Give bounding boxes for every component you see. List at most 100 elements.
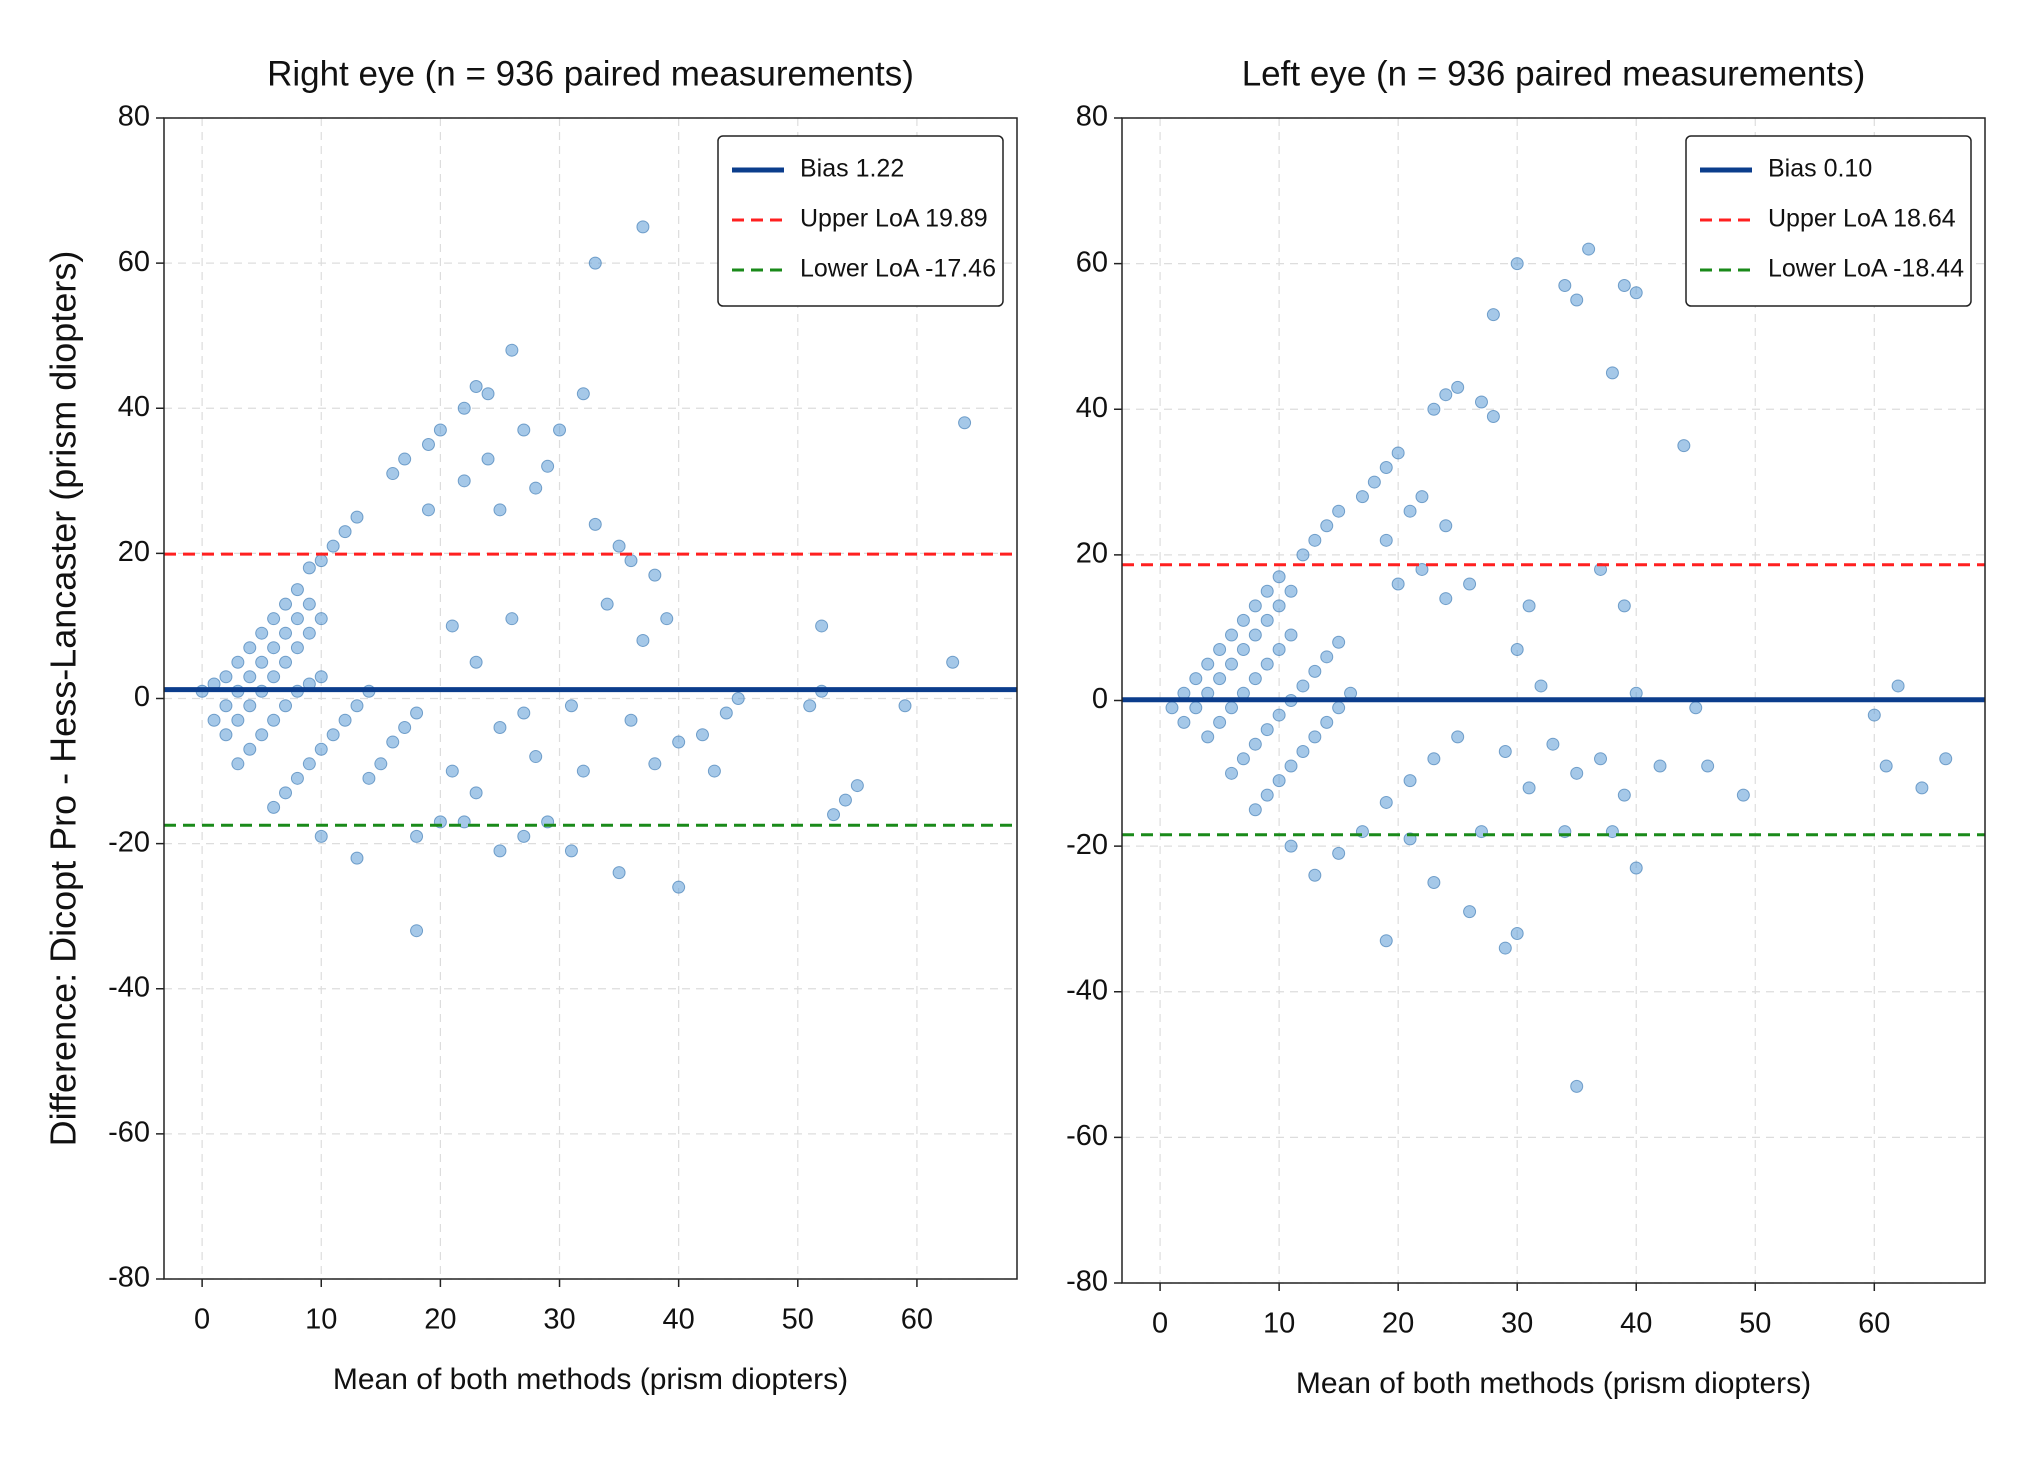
point	[517, 829, 531, 843]
point	[1272, 708, 1286, 722]
legend-box	[717, 135, 1004, 307]
point	[445, 619, 459, 633]
point	[1677, 439, 1691, 453]
point	[1332, 701, 1346, 715]
point	[1486, 308, 1500, 322]
point	[1463, 905, 1477, 919]
point	[314, 829, 328, 843]
point	[350, 851, 364, 865]
y-tick-label: 0	[1092, 683, 1108, 715]
point	[576, 387, 590, 401]
point	[1510, 257, 1524, 271]
point	[481, 387, 495, 401]
point	[231, 655, 245, 669]
point	[1284, 839, 1298, 853]
point	[1260, 788, 1274, 802]
x-tick-label: 10	[1263, 1308, 1295, 1340]
point	[1236, 643, 1250, 657]
point	[493, 844, 507, 858]
y-tick-label: 60	[1076, 246, 1108, 278]
point	[1308, 730, 1322, 744]
point	[350, 699, 364, 713]
point	[255, 728, 269, 742]
point	[1308, 868, 1322, 882]
point	[219, 728, 233, 742]
point	[302, 626, 316, 640]
panel: 0 10 20 30 40 50 60 -80 -60 -40 -20 0 20 40 60 80 Right …	[43, 54, 1018, 1396]
point	[1248, 599, 1262, 613]
point	[1736, 788, 1750, 802]
point	[1260, 584, 1274, 598]
point	[267, 670, 281, 684]
point	[505, 612, 519, 626]
panel: 0 10 20 30 40 50 60 -80 -60 -40 -20 0 20 40 60 80 Left e…	[1066, 54, 1986, 1400]
point	[1379, 795, 1393, 809]
point	[1415, 562, 1429, 576]
point	[660, 612, 674, 626]
point	[314, 670, 328, 684]
point	[1391, 446, 1405, 460]
point	[1308, 533, 1322, 547]
point	[243, 742, 257, 756]
legend: Bias 1.22 Upper LoA 19.89 Lower LoA -17.46	[717, 135, 1004, 307]
point	[612, 866, 626, 880]
point	[588, 256, 602, 270]
point	[267, 800, 281, 814]
point	[1284, 759, 1298, 773]
point	[243, 641, 257, 655]
point	[255, 655, 269, 669]
point	[600, 597, 614, 611]
y-tick-label: -80	[108, 1262, 150, 1294]
point	[457, 474, 471, 488]
point	[1510, 643, 1524, 657]
point	[326, 539, 340, 553]
point	[481, 452, 495, 466]
point	[1617, 788, 1631, 802]
x-tick-label: 30	[543, 1304, 575, 1336]
point	[1320, 715, 1334, 729]
point	[1225, 701, 1239, 715]
point	[1439, 388, 1453, 402]
point	[1522, 599, 1536, 613]
point	[946, 655, 960, 669]
point	[1546, 737, 1560, 751]
point	[1248, 672, 1262, 686]
point	[493, 721, 507, 735]
y-tick-label: -20	[1066, 829, 1108, 861]
point	[815, 619, 829, 633]
legend-label: Lower LoA -17.46	[800, 255, 996, 283]
point	[1225, 628, 1239, 642]
point	[827, 808, 841, 822]
point	[279, 699, 293, 713]
point	[386, 735, 400, 749]
point	[588, 517, 602, 531]
y-tick-label: 80	[118, 101, 150, 133]
point	[612, 539, 626, 553]
point	[1415, 490, 1429, 504]
x-tick-label: 60	[1858, 1308, 1890, 1340]
point	[1915, 781, 1929, 795]
point	[1332, 846, 1346, 860]
legend-label: Bias 0.10	[1768, 155, 1872, 183]
point	[421, 438, 435, 452]
chart-title: Left eye (n = 936 paired measurements)	[1242, 54, 1866, 93]
point	[1165, 701, 1179, 715]
point	[267, 641, 281, 655]
y-tick-label: -40	[108, 971, 150, 1003]
point	[1427, 876, 1441, 890]
point	[529, 750, 543, 764]
point	[374, 757, 388, 771]
y-tick-label: -20	[108, 826, 150, 858]
point	[231, 757, 245, 771]
point	[1320, 650, 1334, 664]
point	[707, 764, 721, 778]
y-tick-label: 60	[118, 246, 150, 278]
point	[1308, 664, 1322, 678]
point	[279, 597, 293, 611]
point	[1379, 934, 1393, 948]
point	[517, 423, 531, 437]
point	[624, 554, 638, 568]
point	[1594, 752, 1608, 766]
legend-label: Upper LoA 18.64	[1768, 205, 1956, 233]
point	[1248, 628, 1262, 642]
